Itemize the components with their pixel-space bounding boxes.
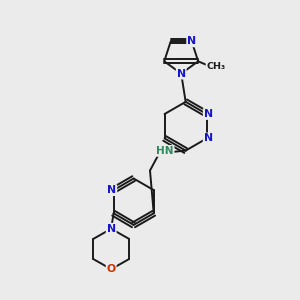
Text: HN: HN [156, 146, 174, 156]
Text: N: N [177, 69, 186, 79]
Text: CH₃: CH₃ [206, 61, 226, 70]
Text: N: N [107, 185, 116, 195]
Text: N: N [204, 109, 213, 119]
Text: N: N [187, 36, 196, 46]
Text: O: O [106, 264, 116, 274]
Text: N: N [106, 224, 116, 234]
Text: N: N [204, 134, 213, 143]
